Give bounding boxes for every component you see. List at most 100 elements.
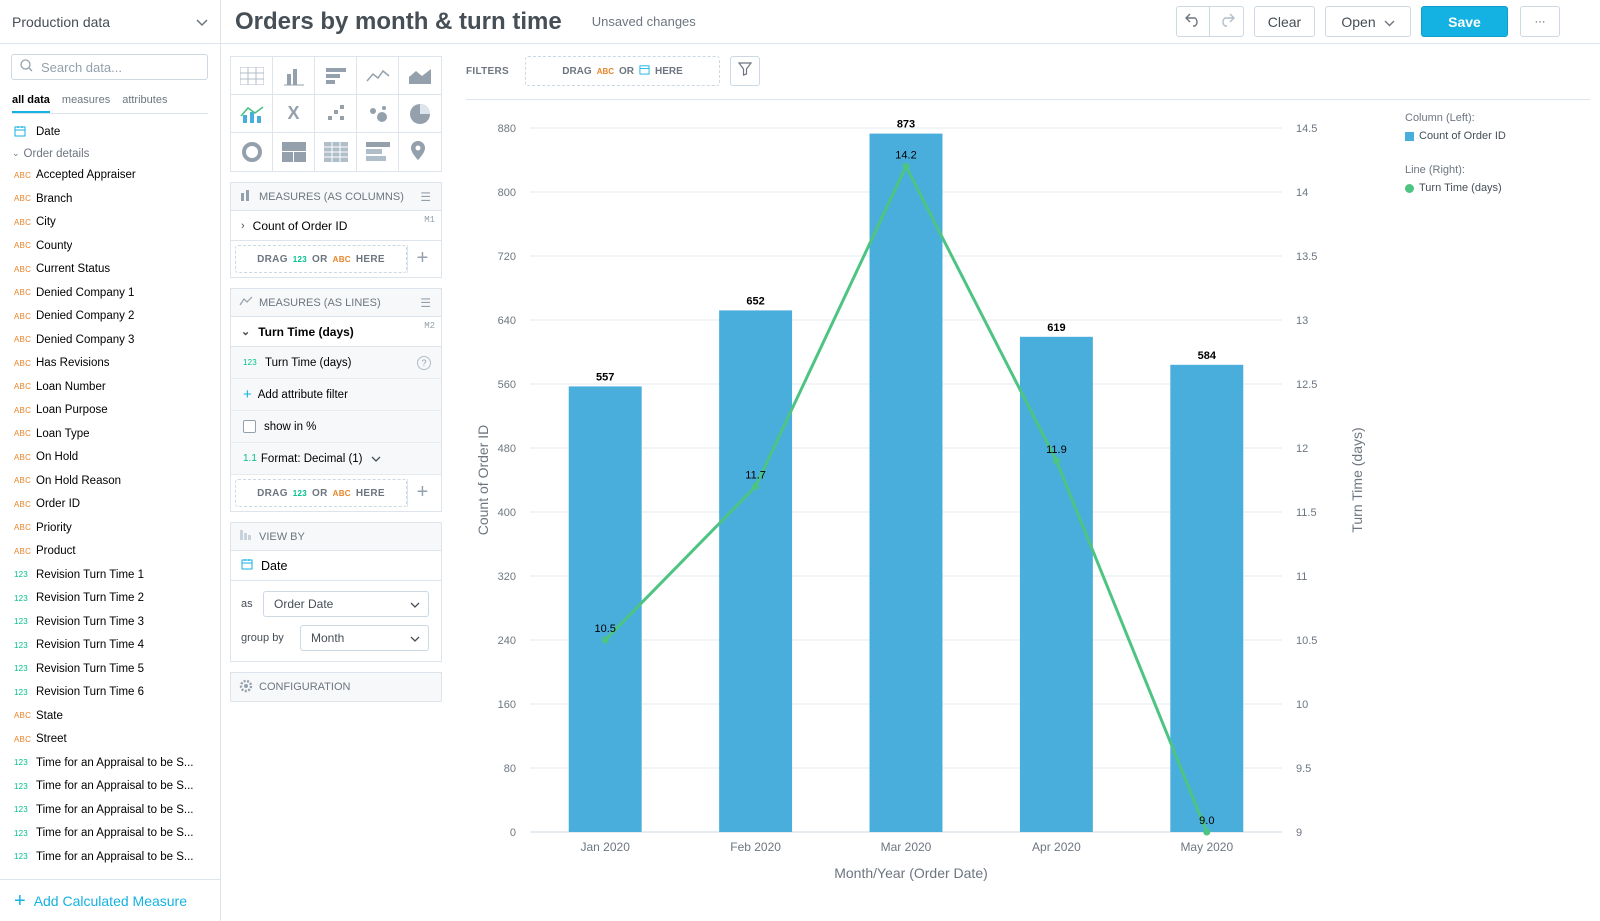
data-list-item[interactable]: 123 Revision Turn Time 3	[0, 610, 220, 634]
attribute-type-icon: ABC	[14, 335, 32, 345]
search-input[interactable]: Search data...	[11, 54, 208, 80]
data-list-item[interactable]: ABC County	[0, 234, 220, 258]
attribute-type-icon: ABC	[14, 546, 32, 556]
data-list-item[interactable]: ABC Branch	[0, 187, 220, 211]
data-list-item[interactable]: ABC Loan Type	[0, 422, 220, 446]
data-list-item[interactable]: 123 Time for an Appraisal to be S...	[0, 845, 220, 869]
open-button[interactable]: Open	[1325, 6, 1411, 37]
data-list-item[interactable]: ABC Loan Purpose	[0, 399, 220, 423]
data-list-item[interactable]: 123 Revision Turn Time 5	[0, 657, 220, 681]
data-catalog-panel: Production data Search data... all data …	[0, 0, 221, 921]
measure-item-turn-time[interactable]: ⌄ Turn Time (days) M2	[231, 317, 441, 347]
help-icon[interactable]: ?	[417, 355, 431, 370]
data-list-item[interactable]: ABC Accepted Appraiser	[0, 164, 220, 188]
geo-chart-icon[interactable]	[399, 133, 441, 171]
view-by-date-item[interactable]: Date	[231, 551, 441, 581]
data-list-item[interactable]: 123 Time for an Appraisal to be S...	[0, 751, 220, 775]
data-list-item[interactable]: 123 Revision Turn Time 2	[0, 587, 220, 611]
data-list-item[interactable]: ABC Denied Company 1	[0, 281, 220, 305]
combo-chart-icon[interactable]	[231, 95, 273, 133]
heatmap-icon[interactable]	[315, 133, 357, 171]
data-list-item[interactable]: ABC Street	[0, 728, 220, 752]
filter-dropzone[interactable]: DRAG ABC OR HERE	[525, 56, 721, 86]
date-dimension-select[interactable]: Order Date	[263, 591, 429, 617]
data-list-item[interactable]: ABC On Hold	[0, 446, 220, 470]
data-list-item[interactable]: 123 Revision Turn Time 1	[0, 563, 220, 587]
data-list-item[interactable]: ABC Denied Company 2	[0, 305, 220, 329]
data-list-item[interactable]: ABC Denied Company 3	[0, 328, 220, 352]
format-row[interactable]: 1.1 Format: Decimal (1)	[231, 443, 441, 475]
data-list-item[interactable]: ABC Has Revisions	[0, 352, 220, 376]
data-list-item[interactable]: ABC Order ID	[0, 493, 220, 517]
tab-all-data[interactable]: all data	[12, 94, 50, 113]
or-text: OR	[619, 65, 635, 77]
attribute-type-icon: ABC	[14, 711, 32, 721]
pie-chart-icon[interactable]	[399, 95, 441, 133]
data-list-item[interactable]: ABC Loan Number	[0, 375, 220, 399]
add-calculated-measure-button[interactable]: + Add Calculated Measure	[0, 879, 220, 921]
treemap-icon[interactable]	[273, 133, 315, 171]
y-right-tick-label: 10.5	[1296, 635, 1317, 647]
calendar-icon	[241, 558, 253, 573]
add-attribute-filter-row[interactable]: + Add attribute filter	[231, 379, 441, 411]
configuration-header[interactable]: CONFIGURATION	[231, 673, 441, 701]
measure-type-icon: 123	[14, 781, 28, 791]
data-list-item[interactable]: ABC State	[0, 704, 220, 728]
line-chart-icon	[239, 296, 253, 309]
configuration-section[interactable]: CONFIGURATION	[230, 672, 442, 702]
filter-button[interactable]	[730, 56, 761, 86]
data-list-item[interactable]: ABC Priority	[0, 516, 220, 540]
granularity-select[interactable]: Month	[300, 625, 429, 651]
legend-item-count-order-id[interactable]: Count of Order ID	[1405, 130, 1506, 142]
here-text: HERE	[655, 65, 683, 77]
data-list-item[interactable]: 123 Time for an Appraisal to be S...	[0, 775, 220, 799]
redo-button[interactable]	[1210, 6, 1244, 37]
date-item[interactable]: Date	[0, 120, 220, 144]
measure-col-label: Count of Order ID	[252, 218, 348, 233]
undo-button[interactable]	[1176, 6, 1210, 37]
scatter-plot-icon[interactable]	[315, 95, 357, 133]
donut-chart-icon[interactable]	[231, 133, 273, 171]
drop-target[interactable]: DRAG 123 OR ABC HERE	[235, 245, 407, 273]
menu-icon[interactable]: ☰	[420, 296, 431, 310]
data-list-item[interactable]: ABC On Hold Reason	[0, 469, 220, 493]
area-chart-icon[interactable]	[399, 57, 441, 95]
y-left-axis-title: Count of Order ID	[475, 425, 491, 536]
bullet-chart-icon[interactable]	[357, 133, 399, 171]
data-list-item[interactable]: 123 Revision Turn Time 6	[0, 681, 220, 705]
date-item-label: Date	[36, 125, 61, 138]
data-list: Date ⌄ Order details ABC Accepted Apprais…	[0, 120, 220, 869]
group-order-details[interactable]: ⌄ Order details	[0, 144, 220, 164]
tab-measures[interactable]: measures	[61, 94, 111, 106]
add-measure-button[interactable]: +	[407, 245, 437, 273]
data-list-item[interactable]: ABC Current Status	[0, 258, 220, 282]
bubble-chart-icon[interactable]	[357, 95, 399, 133]
show-percent-checkbox[interactable]	[243, 420, 256, 433]
dataset-selector[interactable]: Production data	[0, 0, 220, 44]
measures-lines-dropzone[interactable]: DRAG 123 OR ABC HERE +	[231, 475, 441, 511]
measures-columns-dropzone[interactable]: DRAG 123 OR ABC HERE +	[231, 241, 441, 277]
data-list-item[interactable]: 123 Time for an Appraisal to be S...	[0, 822, 220, 846]
insight-title[interactable]: Orders by month & turn time	[235, 7, 562, 35]
tab-attributes[interactable]: attributes	[122, 94, 168, 106]
measure-type-icon: 123	[14, 758, 28, 768]
save-button[interactable]: Save	[1421, 6, 1508, 37]
line-chart-icon[interactable]	[357, 57, 399, 95]
add-attr-filter-label: Add attribute filter	[257, 388, 348, 401]
legend-item-turn-time[interactable]: Turn Time (days)	[1405, 182, 1506, 194]
data-list-item[interactable]: ABC Product	[0, 540, 220, 564]
data-list-item[interactable]: 123 Revision Turn Time 4	[0, 634, 220, 658]
more-options-button[interactable]: ···	[1520, 6, 1560, 37]
drop-target[interactable]: DRAG 123 OR ABC HERE	[235, 479, 407, 507]
headline-icon[interactable]: X	[273, 95, 315, 133]
bar-chart-icon[interactable]	[315, 57, 357, 95]
add-measure-button[interactable]: +	[407, 479, 437, 507]
menu-icon[interactable]: ☰	[420, 190, 431, 204]
data-list-item[interactable]: 123 Time for an Appraisal to be S...	[0, 798, 220, 822]
column-chart-icon[interactable]	[273, 57, 315, 95]
measure-item-count-order-id[interactable]: › Count of Order ID M1	[231, 211, 441, 241]
view-by-title: VIEW BY	[259, 530, 305, 543]
clear-button[interactable]: Clear	[1254, 6, 1315, 37]
data-list-item[interactable]: ABC City	[0, 211, 220, 235]
table-chart-icon[interactable]	[231, 57, 273, 95]
